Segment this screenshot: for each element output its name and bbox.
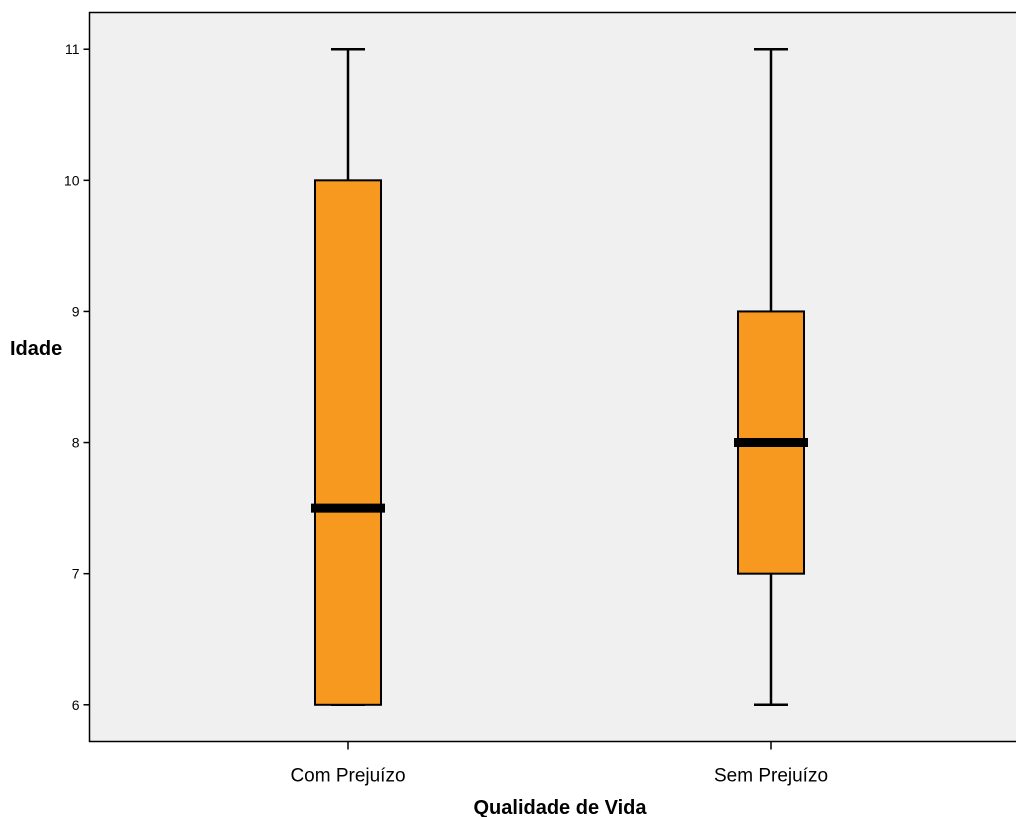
x-tick-label: Com Prejuízo (290, 766, 405, 787)
y-axis: 6 7 8 9 10 11 (64, 41, 90, 713)
y-tick-label: 6 (72, 697, 80, 713)
y-tick-label: 11 (65, 41, 80, 57)
box-plot-item (311, 47, 385, 707)
box-plot-item (734, 47, 808, 707)
y-tick-label: 8 (72, 435, 80, 451)
box-series (311, 47, 808, 707)
y-tick-label: 10 (64, 172, 80, 188)
x-axis-title: Qualidade de Vida (473, 797, 647, 817)
x-tick-label: Sem Prejuízo (714, 766, 828, 787)
y-tick-label: 9 (72, 303, 80, 319)
iqr-box (314, 179, 382, 706)
x-axis: Com Prejuízo Sem Prejuízo (290, 741, 828, 787)
plot-area (88, 11, 1016, 743)
y-tick-label: 7 (72, 566, 80, 582)
y-axis-title: Idade (10, 338, 62, 360)
